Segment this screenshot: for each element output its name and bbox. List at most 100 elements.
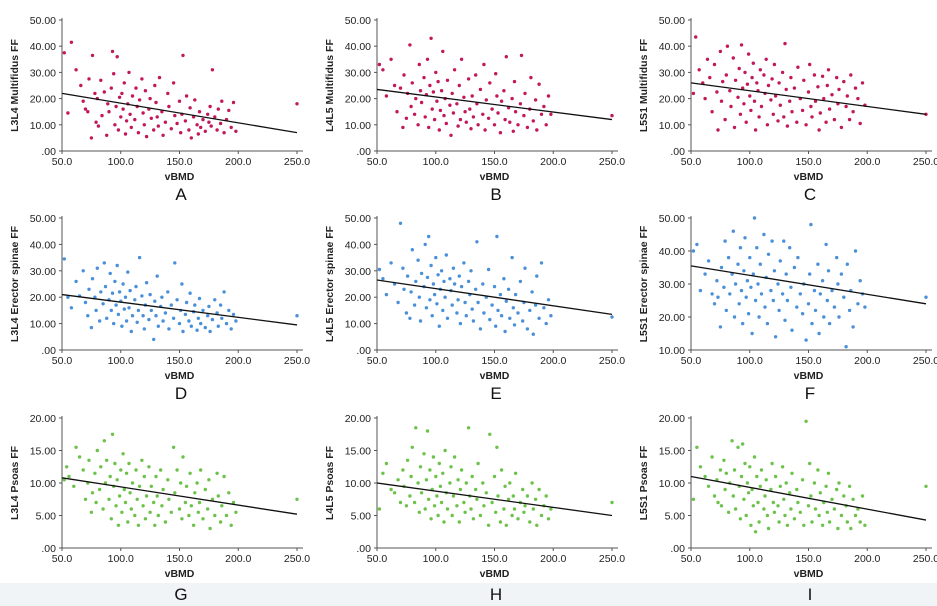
data-point [434,255,438,260]
data-point [452,455,457,459]
data-point [518,279,523,284]
data-point [780,70,785,75]
data-point [836,282,840,286]
scatter-panel-e: .00 10.00 20.00 30.00 40.00 50.00 50.0 100.0 150… [324,213,625,382]
data-point [776,119,780,123]
x-tick-label: 250.0 [913,553,937,565]
data-point [295,102,299,106]
data-point [448,481,452,485]
data-point [510,255,514,260]
data-point [418,319,423,323]
data-point [102,90,107,94]
data-point [427,234,431,239]
data-point [542,306,546,310]
data-point [830,288,834,293]
data-point [748,255,752,260]
data-point [482,504,486,508]
data-point [924,295,928,299]
data-point [136,523,141,527]
data-point [716,128,720,132]
data-point [384,94,389,98]
data-point [806,504,811,508]
data-point [195,328,199,332]
data-point [523,504,527,508]
data-point [777,308,781,313]
data-point [750,75,754,80]
data-point [81,269,85,273]
x-tick-label: 50.0 [52,355,73,367]
data-point [525,125,530,130]
data-point [858,520,862,524]
y-tick-label: 20.00 [659,94,685,106]
data-point [395,110,399,114]
data-point [160,295,164,299]
data-point [804,338,808,342]
x-tick-label: 50.0 [681,156,702,168]
data-point [504,55,508,59]
x-tick-label: 250.0 [599,553,625,565]
y-axis-title: L5S1 Erector spinae FF [638,225,650,342]
data-point [533,497,538,501]
data-point [499,468,504,472]
data-point [753,530,758,534]
x-tick-label: 50.0 [52,553,73,565]
data-point [188,291,192,295]
data-point [409,474,413,479]
data-point [459,284,464,289]
data-point [836,526,840,531]
data-point [107,110,111,114]
data-point [722,285,726,289]
data-point [124,319,129,323]
data-point [377,507,382,511]
data-point [152,337,156,342]
data-point [777,81,781,85]
data-point [758,68,762,72]
data-point [516,311,520,315]
data-point [470,94,474,98]
data-point [798,292,802,296]
data-point [67,474,71,479]
data-point [832,507,837,511]
data-point [409,290,413,294]
data-point [436,513,440,518]
x-tick-label: 250.0 [284,355,310,367]
data-point [513,471,518,475]
data-point [404,116,409,121]
data-point [476,300,480,305]
regression-line [376,482,613,517]
data-point [498,520,503,524]
data-point [389,487,393,492]
data-point [429,263,433,268]
scatter-panel-c: .00 10.00 20.00 30.00 40.00 50.00 50.0 100.0 150… [638,15,937,183]
data-point [448,103,452,107]
data-point [766,252,771,256]
data-point [113,461,117,466]
data-point [776,282,780,286]
data-point [89,510,94,514]
data-point [496,494,500,498]
data-point [113,123,117,127]
data-point [610,500,614,505]
data-point [428,468,432,472]
data-point [488,432,492,436]
y-tick-label: 30.00 [345,266,371,278]
data-point [722,458,726,462]
data-point [481,282,485,286]
data-point [771,112,775,117]
data-point [732,125,737,130]
data-point [412,303,417,307]
x-tick-label: 200.0 [854,156,880,168]
data-point [488,81,492,85]
data-point [449,133,453,137]
data-point [762,507,766,511]
data-point [206,112,210,117]
data-point [72,484,76,488]
data-point [842,295,846,299]
data-point [835,75,839,80]
data-point [201,117,205,122]
data-point [121,107,125,111]
x-tick-label: 150.0 [795,553,821,565]
data-point [216,494,220,498]
x-tick-label: 150.0 [166,156,192,168]
data-point [710,292,714,296]
